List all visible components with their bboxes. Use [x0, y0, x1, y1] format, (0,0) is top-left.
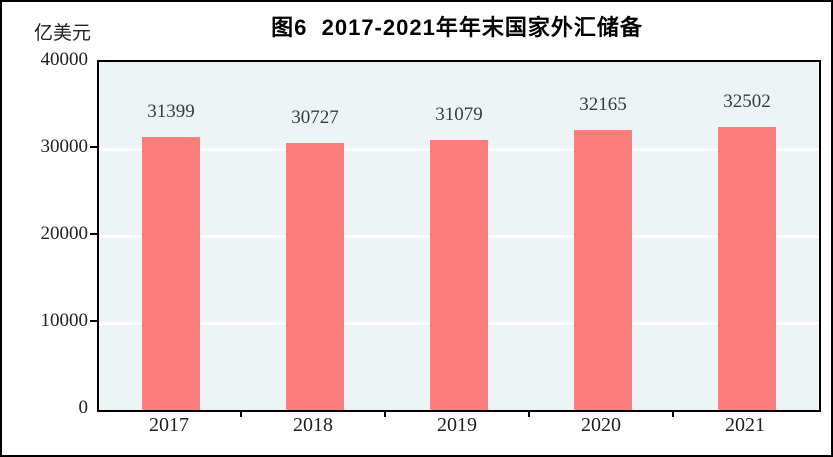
x-tick-mark: [672, 410, 674, 417]
y-tick-mark: [90, 233, 97, 235]
bar-value-label: 31399: [147, 100, 195, 122]
y-tick-label: 20000: [40, 223, 89, 244]
y-tick-label: 0: [78, 397, 89, 418]
chart-title: 图6 2017-2021年年末国家外汇储备: [271, 15, 643, 40]
x-tick-mark: [528, 410, 530, 417]
y-tick-label: 10000: [40, 310, 89, 331]
y-tick-mark: [90, 320, 97, 322]
bar-2018: [286, 142, 344, 410]
y-tick-label: 30000: [40, 136, 89, 157]
plot-area: 31399 30727 31079 32165 32502: [97, 60, 821, 412]
x-tick-mark: [240, 410, 242, 417]
bar-2020: [574, 130, 632, 410]
y-tick-mark: [90, 146, 97, 148]
x-tick-label-2021: 2021: [725, 414, 765, 436]
y-axis-unit-label: 亿美元: [34, 23, 92, 44]
x-tick-label-2018: 2018: [293, 414, 333, 436]
bar-value-label: 31079: [435, 103, 483, 125]
bar-2019: [430, 139, 488, 410]
bar-value-label: 30727: [291, 106, 339, 128]
y-tick-label: 40000: [40, 49, 89, 70]
x-tick-mark: [384, 410, 386, 417]
x-tick-label-2020: 2020: [581, 414, 621, 436]
bar-value-label: 32502: [723, 91, 771, 113]
bar-value-label: 32165: [579, 94, 627, 116]
x-tick-label-2019: 2019: [437, 414, 477, 436]
x-tick-label-2017: 2017: [149, 414, 189, 436]
bar-2017: [142, 136, 200, 410]
bar-2021: [718, 127, 776, 410]
